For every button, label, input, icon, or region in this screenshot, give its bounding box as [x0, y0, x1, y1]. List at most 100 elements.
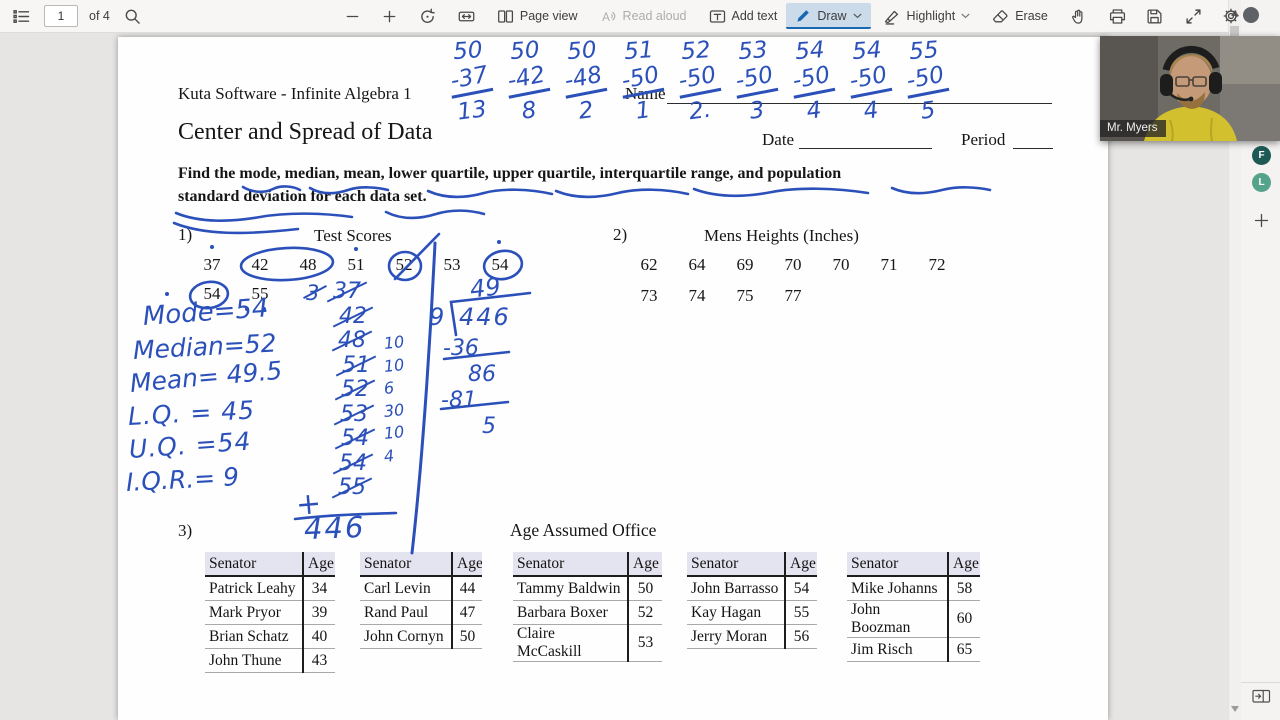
participant-avatar-f[interactable]: F — [1252, 146, 1271, 165]
draw-button-active[interactable]: Draw — [786, 3, 871, 29]
senator-name: Brian Schatz — [205, 624, 303, 649]
scroll-down-arrow[interactable] — [1231, 706, 1239, 712]
print-icon[interactable] — [1106, 6, 1129, 27]
ink-carry-digit: 10 — [382, 354, 406, 376]
senator-age: 55 — [784, 600, 817, 625]
ink-underline-standard-deviation-2 — [172, 221, 300, 235]
ink-dot — [210, 245, 214, 249]
zoom-in-button[interactable] — [379, 7, 400, 26]
participant-avatar-l[interactable]: L — [1252, 173, 1271, 192]
profile-avatar[interactable] — [1243, 7, 1259, 23]
senator-table-3: Senator Age Tammy Baldwin 50 Barbara Boxer 5… — [513, 552, 662, 662]
table-row: Brian Schatz 40 — [205, 624, 335, 649]
read-aloud-button[interactable]: A Read aloud — [597, 6, 690, 27]
page-view-button[interactable]: Page view — [494, 6, 581, 27]
ink-underline-standard-deviation — [174, 211, 354, 222]
ink-division-remainder: 5 — [482, 414, 496, 439]
column-header-age: Age — [627, 552, 662, 577]
ink-circle-54-row2 — [188, 280, 230, 310]
draw-label: Draw — [817, 9, 847, 23]
page-total-label: of 4 — [89, 9, 110, 23]
ink-subtraction-column: 54 -50 4 — [844, 37, 894, 127]
table-row: John Boozman 60 — [847, 600, 980, 638]
senator-age: 54 — [784, 576, 817, 601]
period-label: Period — [961, 130, 1006, 149]
senator-name: John Cornyn — [360, 624, 452, 649]
pdf-viewer-canvas: Kuta Software - Infinite Algebra 1 Name … — [0, 32, 1228, 720]
save-icon[interactable] — [1143, 6, 1166, 27]
add-icon[interactable] — [1254, 213, 1269, 228]
headphone-cup-right — [1209, 72, 1222, 94]
data-value: 62 — [640, 255, 658, 274]
senator-age: 52 — [627, 600, 662, 625]
data-value: 70 — [784, 255, 802, 274]
rotate-icon[interactable] — [416, 6, 439, 27]
senator-age: 47 — [451, 600, 482, 625]
data-value: 77 — [784, 286, 802, 305]
highlight-button[interactable]: Highlight — [881, 6, 974, 27]
data-value: 69 — [736, 255, 754, 274]
read-aloud-label: Read aloud — [622, 9, 687, 23]
ink-subtraction-column: 50 -42 8 — [502, 37, 552, 127]
table-row: Jerry Moran 56 — [687, 624, 817, 649]
ink-carry-digit: 4 — [382, 445, 396, 466]
column-header-senator: Senator — [513, 552, 628, 577]
ink-long-vertical-stroke — [410, 241, 437, 555]
search-icon[interactable] — [121, 6, 144, 27]
mic-boom — [1169, 92, 1191, 102]
column-header-age: Age — [784, 552, 817, 577]
table-row: Tammy Baldwin 50 — [513, 576, 662, 601]
table-row: Jim Risch 65 — [847, 637, 980, 662]
svg-text:A: A — [602, 10, 610, 23]
ink-dot — [165, 292, 169, 296]
senator-age: 53 — [627, 624, 662, 662]
person-head — [1170, 56, 1212, 106]
ink-false-start: 3 — [306, 281, 320, 305]
date-label: Date — [762, 130, 795, 149]
ink-division-diff1: 86 — [468, 362, 496, 387]
problem1-number: 1) — [178, 225, 193, 244]
senator-table-4: Senator Age John Barrasso 54 Kay Hagan 55 Jer… — [687, 552, 817, 649]
ink-crossed-number: 54 — [338, 426, 372, 452]
ink-result-line: I.Q.R.= 9 — [125, 462, 240, 497]
problem3-number: 3) — [178, 521, 193, 540]
add-text-button[interactable]: Add text — [706, 6, 781, 27]
thumbnails-icon[interactable] — [10, 6, 33, 27]
table-row: Claire McCaskill 53 — [513, 624, 662, 662]
ink-division-line2 — [439, 400, 510, 411]
ink-underline-interquartile-range — [692, 187, 870, 198]
person-shirt — [1144, 106, 1237, 141]
table-row: Carl Levin 44 — [360, 576, 482, 601]
person-glasses — [1175, 76, 1207, 87]
chevron-down-icon — [961, 13, 970, 19]
ink-crossed-number: 48 — [335, 328, 369, 354]
ink-crossed-number: 37 — [330, 279, 364, 305]
table-row: John Cornyn 50 — [360, 624, 482, 649]
erase-button[interactable]: Erase — [989, 6, 1051, 27]
touch-pan-icon[interactable] — [1067, 6, 1090, 27]
settings-gear-icon[interactable] — [1219, 5, 1243, 27]
ink-addition-column: 37 42 48 51 52 53 54 54 55 — [330, 279, 373, 501]
senator-age: 39 — [302, 600, 335, 625]
page-number-input[interactable] — [44, 5, 78, 27]
fit-to-width-icon[interactable] — [455, 6, 478, 27]
ink-sum: 446 — [303, 509, 366, 547]
problem2-number: 2) — [613, 225, 628, 244]
chevron-down-icon — [852, 13, 862, 19]
publisher-line: Kuta Software - Infinite Algebra 1 — [178, 84, 412, 103]
ink-results-list: Mode=54 Median=52 Mean= 49.5 L.Q. = 45 U.Q. … — [125, 293, 283, 499]
senator-age: 60 — [947, 600, 980, 638]
senator-name: Mark Pryor — [205, 600, 303, 625]
worksheet-title: Center and Spread of Data — [178, 119, 433, 145]
zoom-out-button[interactable] — [342, 7, 363, 26]
open-sidebar-icon[interactable] — [1252, 689, 1271, 704]
senator-table-1: Senator Age Patrick Leahy 34 Mark Pryor 39 Br… — [205, 552, 335, 673]
data-value: 51 — [347, 255, 365, 274]
ink-subtraction-column: 53 -50 3 — [730, 37, 780, 127]
instructions-line1: Find the mode, median, mean, lower quart… — [178, 165, 842, 182]
fullscreen-icon[interactable] — [1182, 6, 1205, 27]
data-value: 53 — [443, 255, 461, 274]
problem3-title: Age Assumed Office — [510, 520, 657, 540]
senator-name: Barbara Boxer — [513, 600, 628, 625]
